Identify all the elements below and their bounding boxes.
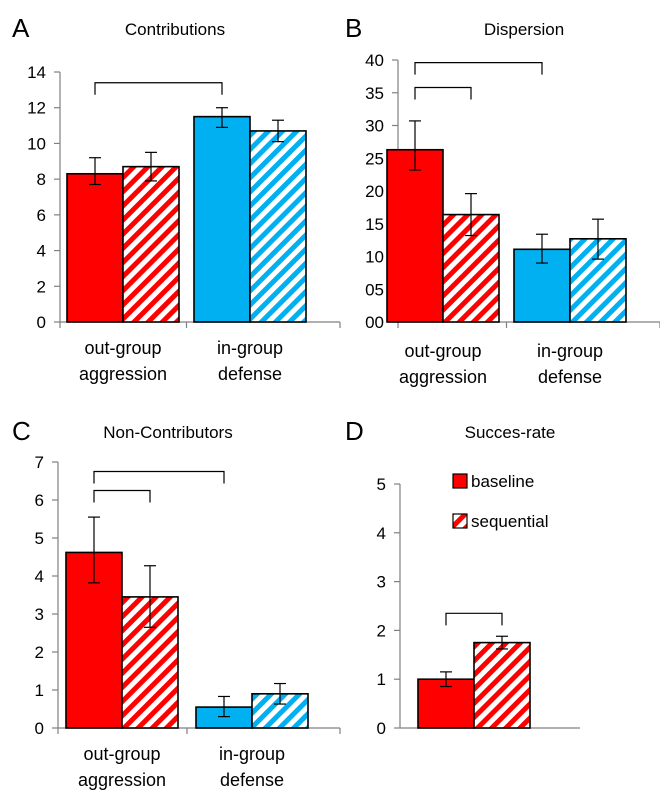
category-label: out-group	[83, 744, 160, 764]
y-tick-label: 8	[37, 170, 46, 189]
y-tick-label: 00	[365, 313, 384, 332]
category-label: out-group	[404, 341, 481, 361]
y-tick-label: 6	[37, 206, 46, 225]
y-tick-label: 14	[27, 63, 46, 82]
bar	[249, 130, 307, 323]
panel-letter: B	[345, 13, 362, 43]
legend-swatch	[452, 473, 468, 489]
y-tick-label: 35	[365, 84, 384, 103]
y-tick-label: 2	[35, 643, 44, 662]
y-tick-label: 05	[365, 280, 384, 299]
category-label: out-group	[84, 338, 161, 358]
y-tick-label: 3	[35, 605, 44, 624]
category-label: defense	[218, 364, 282, 384]
y-tick-label: 2	[37, 277, 46, 296]
category-label: aggression	[79, 364, 167, 384]
chart-title: Succes-rate	[465, 423, 556, 442]
chart-title: Dispersion	[484, 20, 564, 39]
legend-label: sequential	[471, 512, 549, 531]
y-tick-label: 30	[365, 117, 384, 136]
y-tick-label: 12	[27, 99, 46, 118]
y-tick-label: 2	[377, 621, 386, 640]
y-tick-label: 10	[365, 248, 384, 267]
significance-bracket	[94, 82, 223, 95]
panel-dispersion: B Dispersion 00 05 10 15 20 25 30 35 40 out-group ag…	[345, 13, 660, 387]
category-label: aggression	[399, 367, 487, 387]
bar	[386, 148, 444, 323]
y-tick-label: 1	[377, 670, 386, 689]
panel-non-contributors: C Non-Contributors 0 1 2 3 4 5 6 7 out-group aggres…	[12, 416, 341, 790]
panel-letter: A	[12, 13, 30, 43]
y-tick-label: 1	[35, 681, 44, 700]
category-label: in-group	[537, 341, 603, 361]
category-label: aggression	[78, 770, 166, 790]
y-tick-label: 5	[377, 475, 386, 494]
panel-letter: C	[12, 416, 31, 446]
y-tick-label: 6	[35, 491, 44, 510]
category-label: in-group	[217, 338, 283, 358]
bar	[193, 115, 251, 323]
significance-bracket	[93, 489, 151, 503]
y-tick-label: 4	[377, 524, 386, 543]
y-tick-label: 7	[35, 453, 44, 472]
panel-letter: D	[345, 416, 364, 446]
y-tick-label: 4	[37, 242, 46, 261]
significance-bracket	[414, 86, 472, 100]
legend-label: baseline	[471, 472, 534, 491]
bar	[66, 172, 124, 323]
y-tick-label: 20	[365, 182, 384, 201]
chart-title: Contributions	[125, 20, 225, 39]
bar	[417, 678, 475, 729]
category-label: in-group	[219, 744, 285, 764]
bar	[473, 641, 531, 729]
legend-swatch	[452, 513, 468, 529]
bar	[122, 165, 180, 323]
significance-bracket	[445, 612, 503, 626]
significance-bracket	[414, 62, 543, 75]
y-tick-label: 40	[365, 51, 384, 70]
panel-success-rate: D Succes-rate 0 1 2 3 4 5 baseline sequential	[345, 416, 580, 738]
y-tick-label: 15	[365, 215, 384, 234]
category-label: defense	[538, 367, 602, 387]
chart-title: Non-Contributors	[103, 423, 232, 442]
y-tick-label: 4	[35, 567, 44, 586]
y-tick-label: 0	[377, 719, 386, 738]
panel-contributions: A Contributions 0 2 4 6 8 10 12 14 out-group aggres…	[12, 13, 341, 384]
significance-bracket	[93, 470, 225, 484]
category-label: defense	[220, 770, 284, 790]
y-tick-label: 10	[27, 134, 46, 153]
y-tick-label: 0	[37, 313, 46, 332]
y-tick-label: 3	[377, 573, 386, 592]
y-tick-label: 25	[365, 149, 384, 168]
y-tick-label: 5	[35, 529, 44, 548]
y-tick-label: 0	[35, 719, 44, 738]
